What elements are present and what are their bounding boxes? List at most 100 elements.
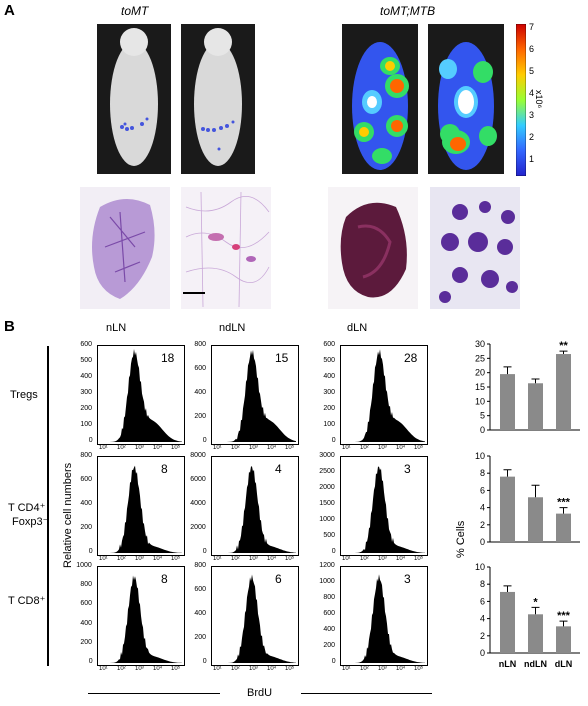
bar-y-tick-label: 2 xyxy=(480,520,485,530)
histogram-y-tick: 200 xyxy=(323,405,336,412)
histogram-y-tick: 800 xyxy=(80,452,93,459)
error-bar xyxy=(503,585,512,592)
histogram-x-tick: 10¹ xyxy=(342,556,351,562)
histogram-y-tick: 300 xyxy=(323,389,336,396)
histogram-x-tick: 10⁴ xyxy=(153,556,163,562)
histogram-x-tick: 10³ xyxy=(249,556,258,562)
histogram-x-tick: 10³ xyxy=(135,445,144,451)
colorbar-ticks: 7 6 5 4 3 2 1 xyxy=(529,22,549,182)
bar-y-tick-label: 25 xyxy=(475,353,485,363)
significance-marker: *** xyxy=(557,610,571,622)
percent-brdu-value: 18 xyxy=(161,351,175,365)
bar-y-tick-label: 20 xyxy=(475,368,485,378)
percent-brdu-value: 15 xyxy=(275,351,289,365)
colorbar-tick: 1 xyxy=(529,154,535,164)
bar-y-tick-label: 2 xyxy=(480,631,485,641)
histogram-y-tick: 600 xyxy=(194,365,207,372)
histogram-y-tick: 500 xyxy=(323,532,336,539)
histogram-x-tick: 10¹ xyxy=(213,556,222,562)
histogram-x-tick: 10¹ xyxy=(99,445,108,451)
histogram-x-tick: 10⁵ xyxy=(285,445,295,451)
histogram-y-tick: 0 xyxy=(88,437,93,444)
histogram-x-tick: 10⁴ xyxy=(396,666,406,672)
histogram-plot xyxy=(211,566,299,666)
bar-category-label: ndLN xyxy=(524,659,547,669)
histogram-x-tick: 10⁵ xyxy=(414,556,424,562)
x-axis-label: BrdU xyxy=(247,687,273,699)
histogram-y-tick: 100 xyxy=(80,421,93,428)
histogram-x-tick: 10⁵ xyxy=(171,556,181,562)
histogram-x-tick: 10² xyxy=(231,666,240,672)
histogram-y-tick: 0 xyxy=(331,437,336,444)
bar-y-tick-label: 6 xyxy=(480,596,485,606)
histogram-shape xyxy=(214,349,296,442)
histogram-y-tick: 0 xyxy=(88,658,93,665)
histogram-x-tick: 10⁵ xyxy=(285,556,295,562)
histogram-plot xyxy=(340,566,428,666)
histogram-y-tick: 2000 xyxy=(190,524,206,531)
histogram-y-tick: 600 xyxy=(323,610,336,617)
histogram-y-tick: 400 xyxy=(80,373,93,380)
bar-category-label: dLN xyxy=(555,659,573,669)
bar-charts: 302520151050**1086420***1086420nLN*ndLN*… xyxy=(475,339,580,669)
bar-y-tick-label: 10 xyxy=(475,451,485,461)
bar-y-tick-label: 15 xyxy=(475,382,485,392)
bar xyxy=(500,476,515,542)
histogram-y-tick: 0 xyxy=(331,548,336,555)
scale-bar xyxy=(183,292,205,294)
histogram-x-tick: 10³ xyxy=(135,666,144,672)
histogram-x-tick: 10³ xyxy=(135,556,144,562)
histogram-y-tick: 600 xyxy=(80,600,93,608)
histogram-shape xyxy=(214,574,296,663)
bar-y-tick-label: 0 xyxy=(480,648,485,658)
histogram-x-tick: 10³ xyxy=(378,556,387,562)
bar-y-tick-label: 0 xyxy=(480,425,485,435)
histogram-y-tick: 200 xyxy=(80,638,93,646)
colorbar-tick: 2 xyxy=(529,132,535,142)
histogram-y-tick: 400 xyxy=(323,373,336,380)
histogram-y-tick: 0 xyxy=(88,548,93,555)
colorbar-tick: 5 xyxy=(529,66,535,76)
histogram-x-tick: 10² xyxy=(360,666,369,672)
histogram-y-tick: 0 xyxy=(202,658,207,665)
histogram-plot xyxy=(211,345,299,445)
bar-y-tick-label: 6 xyxy=(480,485,485,495)
histogram-y-tick: 200 xyxy=(194,413,207,420)
percent-brdu-value: 8 xyxy=(161,572,168,586)
histogram-y-tick: 500 xyxy=(323,357,336,364)
histogram-x-tick: 10² xyxy=(117,666,126,672)
histogram-x-tick: 10³ xyxy=(378,666,387,672)
error-bar xyxy=(531,378,540,384)
histogram-y-tick: 1000 xyxy=(319,516,335,523)
mouse-image-tomt-2 xyxy=(181,24,255,174)
section-image-tomt-mtb xyxy=(430,187,520,309)
histogram-y-tick: 400 xyxy=(80,619,93,627)
histogram-y-tick: 800 xyxy=(80,581,93,589)
row-label-cd8: T CD8⁺ xyxy=(8,595,46,607)
error-bar xyxy=(503,366,512,375)
histogram-y-tick: 600 xyxy=(80,476,93,483)
histogram-y-tick: 3000 xyxy=(319,452,335,459)
colorbar-tick: 7 xyxy=(529,22,535,32)
percent-brdu-value: 3 xyxy=(404,462,411,476)
bar-y-tick-label: 10 xyxy=(475,562,485,572)
histogram-shape xyxy=(343,466,425,553)
x-axis-rule-right xyxy=(301,693,432,694)
tomt-title: toMT xyxy=(121,4,149,18)
bar-y-tick-label: 5 xyxy=(480,411,485,421)
histogram-x-tick: 10⁴ xyxy=(267,556,277,562)
histogram-x-tick: 10⁴ xyxy=(267,445,277,451)
colorbar-tick: 4 xyxy=(529,88,535,98)
histogram-y-tick: 600 xyxy=(323,341,336,348)
bar-y-tick-label: 30 xyxy=(475,339,485,349)
histogram-x-tick: 10⁵ xyxy=(171,666,181,672)
histogram-shape xyxy=(214,466,296,553)
histogram-y-tick: 1000 xyxy=(76,562,92,569)
histogram-y-tick: 500 xyxy=(80,357,93,364)
histogram-y-tick: 600 xyxy=(194,586,207,593)
bar-y-tick-label: 8 xyxy=(480,579,485,589)
histogram-y-tick: 200 xyxy=(194,634,207,641)
error-bar xyxy=(559,350,568,355)
error-bar xyxy=(531,484,540,498)
column-header-ndln: ndLN xyxy=(219,322,246,334)
